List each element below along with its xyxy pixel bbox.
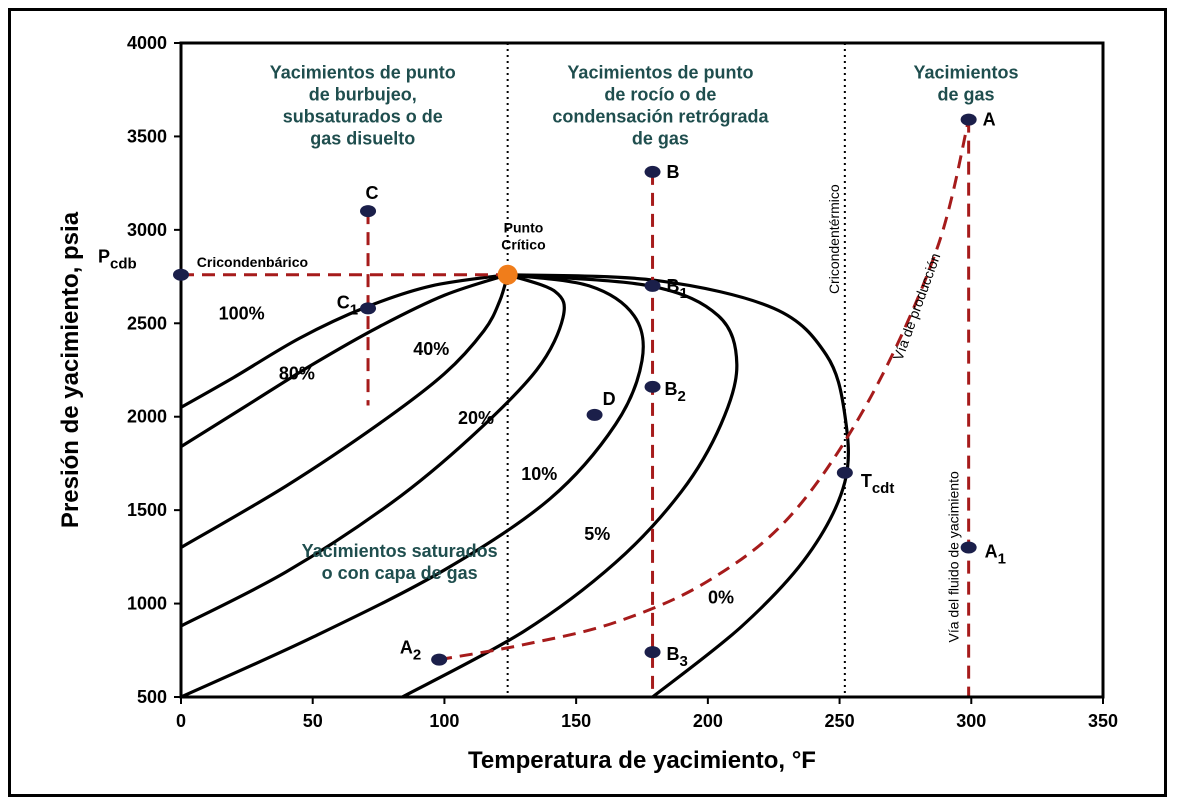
point-c1-label: C1: [337, 292, 358, 318]
point-b1-label: B1: [667, 276, 688, 302]
critical-point-label-line-1: Punto: [504, 220, 544, 236]
curve-label-0pct: 0%: [708, 588, 734, 608]
y-tick-label-2500: 2500: [127, 313, 167, 333]
critical-point-marker: [497, 264, 518, 285]
region-label-2-line-2: de rocío o de: [604, 85, 716, 105]
curve-label-100pct: 100%: [219, 304, 265, 324]
point-b3-marker: [644, 646, 661, 659]
quality-curve-10pct: [181, 273, 645, 697]
y-tick-label-4000: 4000: [127, 33, 167, 53]
region-label-1-line-1: Yacimientos de punto: [270, 63, 456, 83]
point-b1-marker: [644, 279, 661, 292]
region-label-4-line-2: o con capa de gas: [322, 563, 478, 583]
y-tick-label-2000: 2000: [127, 407, 167, 427]
point-a-label: A: [983, 110, 996, 130]
point-a1-marker: [960, 541, 977, 554]
point-b2-marker: [644, 380, 661, 393]
region-label-1-line-3: subsaturados o de: [283, 107, 443, 127]
curve-label-20pct: 20%: [458, 408, 494, 428]
y-tick-label-500: 500: [137, 687, 167, 707]
point-a2-marker: [431, 653, 448, 666]
cricondentherm-annotation: Cricondentérmico: [826, 184, 842, 294]
region-label-3-line-1: Yacimientos: [913, 63, 1018, 83]
cricondenbar-annotation: Cricondenbárico: [197, 254, 308, 270]
x-tick-label-0: 0: [176, 711, 186, 731]
point-tcdt-label: Tcdt: [861, 471, 895, 497]
x-tick-label-150: 150: [561, 711, 591, 731]
point-tcdt-marker: [836, 466, 853, 479]
x-tick-label-50: 50: [303, 711, 323, 731]
x-tick-label-250: 250: [825, 711, 855, 731]
quality-curve-40pct: [181, 274, 510, 549]
x-axis-title: Temperatura de yacimiento, °F: [468, 747, 816, 774]
region-label-3-line-2: de gas: [938, 85, 995, 105]
x-tick-label-300: 300: [956, 711, 986, 731]
point-b2-label: B2: [665, 379, 686, 405]
region-label-2-line-4: de gas: [632, 129, 689, 149]
plot-area-border: [179, 41, 1105, 699]
production-path-dashed-curve: [438, 119, 971, 662]
point-b-label: B: [667, 162, 680, 182]
point-c-label: C: [366, 183, 379, 203]
chart-frame: [8, 8, 1167, 797]
point-pcdb-marker: [173, 268, 189, 281]
y-axis-title: Presión de yacimiento, psia: [57, 211, 84, 528]
critical-point-label-line-2: Crítico: [501, 237, 545, 253]
curve-label-10pct: 10%: [521, 464, 557, 484]
curve-label-5pct: 5%: [584, 524, 610, 544]
point-a2-label: A2: [400, 638, 421, 664]
curve-label-40pct: 40%: [413, 339, 449, 359]
curve-label-80pct: 80%: [279, 363, 315, 383]
point-a1-label: A1: [985, 542, 1006, 568]
point-c1-marker: [360, 302, 377, 315]
x-tick-label-200: 200: [693, 711, 723, 731]
region-label-2-line-3: condensación retrógrada: [552, 107, 769, 127]
point-a-marker: [960, 113, 977, 126]
quality-curve-20pct: [181, 273, 566, 628]
point-d-label: D: [603, 389, 616, 409]
region-label-4-line-1: Yacimientos saturados: [302, 541, 498, 561]
region-label-2-line-1: Yacimientos de punto: [567, 63, 753, 83]
reservoir-fluid-path-annotation: Vía del fluido de yacimiento: [946, 471, 962, 642]
quality-curve-80pct: [181, 273, 509, 448]
point-d-marker: [586, 408, 603, 421]
quality-curve-100pct: [181, 273, 508, 409]
point-b3-label: B3: [667, 644, 688, 670]
production-path-annotation: Vía de producción: [890, 251, 944, 363]
point-pcdb-label: Pcdb: [98, 247, 137, 273]
y-tick-label-3500: 3500: [127, 126, 167, 146]
quality-curve-0pct: [507, 273, 850, 697]
point-c-marker: [360, 205, 377, 218]
point-b-marker: [644, 165, 661, 178]
x-tick-label-100: 100: [429, 711, 459, 731]
x-tick-label-350: 350: [1088, 711, 1118, 731]
region-label-1-line-4: gas disuelto: [310, 129, 415, 149]
y-tick-label-1000: 1000: [127, 594, 167, 614]
y-tick-label-1500: 1500: [127, 500, 167, 520]
y-tick-label-3000: 3000: [127, 220, 167, 240]
region-label-1-line-2: de burbujeo,: [309, 85, 417, 105]
